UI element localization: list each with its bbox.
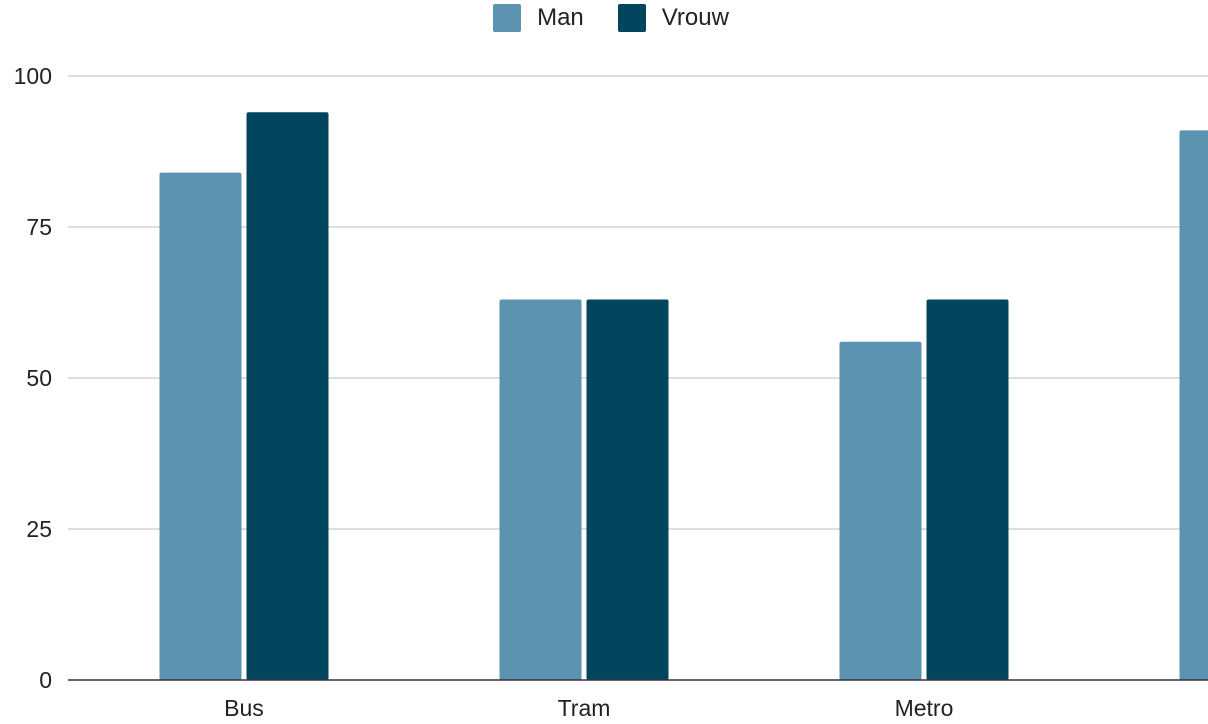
y-tick-label: 100 xyxy=(14,63,52,89)
bar-man-metro xyxy=(840,342,922,680)
bar-man-tram xyxy=(500,299,582,680)
legend-swatch-man xyxy=(493,4,521,32)
x-tick-label: Tram xyxy=(558,695,611,719)
bar-vrouw-tram xyxy=(587,299,669,680)
legend-label-vrouw: Vrouw xyxy=(662,4,729,32)
legend-swatch-vrouw xyxy=(618,4,646,32)
legend-label-man: Man xyxy=(537,4,584,32)
y-tick-label: 50 xyxy=(26,365,52,391)
legend-item-man: Man xyxy=(493,4,584,32)
bar-vrouw-bus xyxy=(247,112,329,680)
y-tick-label: 25 xyxy=(26,516,52,542)
y-tick-label: 75 xyxy=(26,214,52,240)
x-tick-label: Bus xyxy=(224,695,264,719)
bar-vrouw-metro xyxy=(927,299,1009,680)
chart-legend: Man Vrouw xyxy=(0,4,1208,32)
bar-man-bus xyxy=(160,173,242,680)
y-tick-label: 0 xyxy=(39,667,52,693)
bar-man-trein xyxy=(1180,130,1208,680)
x-tick-label: Metro xyxy=(895,695,954,719)
legend-item-vrouw: Vrouw xyxy=(618,4,729,32)
